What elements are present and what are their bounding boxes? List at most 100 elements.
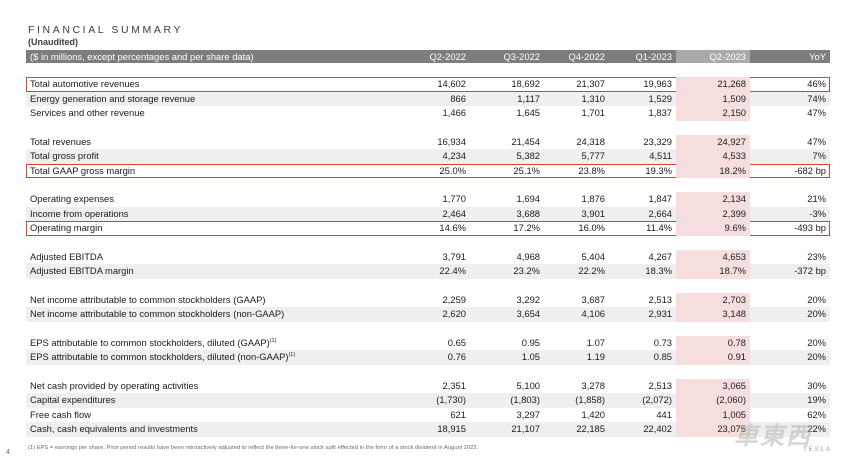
page-subtitle: (Unaudited) — [28, 37, 78, 47]
value-cell: 1,420 — [581, 408, 605, 420]
value-cell: 1,645 — [516, 107, 540, 118]
highlighted-table-row: Operating margin 14.6% 17.2% 16.0% 11.4% 9.6%… — [26, 221, 830, 236]
group-spacer — [26, 279, 830, 293]
table-row: Total revenues 16,934 21,454 24,318 23,329 24… — [26, 134, 830, 149]
value-cell: 1,509 — [722, 92, 746, 104]
group-spacer — [26, 178, 830, 192]
value-cell: 1,466 — [442, 107, 466, 118]
value-cell: (2,072) — [642, 394, 672, 405]
value-cell: 1,876 — [581, 193, 605, 204]
table-row: Free cash flow 621 3,297 1,420 441 1,005 62% — [26, 407, 830, 422]
value-cell: 14.6% — [439, 222, 466, 233]
value-cell: 3,292 — [516, 293, 540, 305]
value-cell: 4,653 — [722, 250, 746, 262]
value-cell: 0.65 — [447, 336, 466, 348]
value-cell: 1,701 — [581, 107, 605, 118]
table-row: Energy generation and storage revenue 866… — [26, 91, 830, 106]
page-number: 4 — [6, 449, 10, 456]
value-cell: 3,791 — [442, 250, 466, 262]
highlighted-table-row: Total GAAP gross margin 25.0% 25.1% 23.8% 19… — [26, 163, 830, 178]
value-cell: 18.7% — [719, 265, 746, 276]
footnote: (1) EPS = earnings per share. Prior peri… — [28, 445, 479, 451]
yoy-cell: -372 bp — [794, 265, 826, 276]
yoy-cell: 7% — [812, 150, 826, 161]
table-row: Operating expenses 1,770 1,694 1,876 1,847 2,… — [26, 192, 830, 207]
value-cell: 21,307 — [576, 78, 605, 89]
financial-summary-table: ($ in millions, except percentages and p… — [26, 50, 830, 437]
table-row: EPS attributable to common stockholders,… — [26, 350, 830, 365]
table-row: Total gross profit 4,234 5,382 5,777 4,511 4,… — [26, 149, 830, 164]
value-cell: 1,837 — [648, 107, 672, 118]
value-cell: 19.3% — [645, 164, 672, 176]
value-cell: (1,858) — [575, 394, 605, 405]
value-cell: 21,268 — [717, 78, 746, 89]
row-label: Net income attributable to common stockh… — [30, 308, 285, 319]
column-header: Q2-2023 — [709, 51, 746, 62]
value-cell: 2,513 — [648, 293, 672, 305]
yoy-cell: -682 bp — [794, 164, 826, 176]
table-row: Net income attributable to common stockh… — [26, 307, 830, 322]
row-label: Income from operations — [30, 207, 129, 219]
value-cell: 1.07 — [586, 336, 605, 348]
value-cell: 16.0% — [578, 222, 605, 233]
page-title: FINANCIAL SUMMARY — [28, 24, 184, 36]
value-cell: 9.6% — [724, 222, 746, 233]
value-cell: 5,777 — [581, 150, 605, 161]
table-row: EPS attributable to common stockholders,… — [26, 335, 830, 350]
table-row: Adjusted EBITDA 3,791 4,968 5,404 4,267 4,653… — [26, 249, 830, 264]
row-label: Energy generation and storage revenue — [30, 92, 196, 104]
value-cell: 2,703 — [722, 293, 746, 305]
value-cell: 3,687 — [581, 293, 605, 305]
value-cell: 3,688 — [516, 207, 540, 219]
value-cell: 2,513 — [648, 379, 672, 391]
yoy-cell: 46% — [807, 78, 826, 89]
row-label: Adjusted EBITDA margin — [30, 265, 134, 276]
value-cell: 0.78 — [727, 336, 746, 348]
footnote-marker: (1) — [288, 351, 296, 358]
value-cell: 22,185 — [576, 423, 605, 434]
watermark-logo: 車東西 — [734, 423, 812, 450]
value-cell: 18,692 — [511, 78, 540, 89]
value-cell: (1,730) — [436, 394, 466, 405]
row-label: Total GAAP gross margin — [30, 164, 136, 176]
column-header: Q1-2023 — [635, 51, 672, 62]
value-cell: 21,454 — [511, 135, 540, 147]
value-cell: 441 — [656, 408, 672, 420]
row-label: Total gross profit — [30, 150, 99, 161]
column-header: Q3-2022 — [503, 51, 540, 62]
value-cell: 1,770 — [442, 193, 466, 204]
value-cell: 0.95 — [521, 336, 540, 348]
value-cell: 0.76 — [447, 351, 466, 362]
row-label: Net cash provided by operating activitie… — [30, 379, 199, 391]
value-cell: 14,602 — [437, 78, 466, 89]
table-row: Adjusted EBITDA margin 22.4% 23.2% 22.2% 18.… — [26, 264, 830, 279]
value-cell: (1,803) — [510, 394, 540, 405]
value-cell: 4,533 — [722, 150, 746, 161]
value-cell: 2,399 — [722, 207, 746, 219]
yoy-cell: 20% — [807, 351, 826, 362]
value-cell: 1,694 — [516, 193, 540, 204]
yoy-cell: 74% — [807, 92, 826, 104]
group-spacer — [26, 121, 830, 135]
value-cell: 0.85 — [653, 351, 672, 362]
value-cell: 4,267 — [648, 250, 672, 262]
value-cell: 0.73 — [653, 336, 672, 348]
value-cell: 22.2% — [578, 265, 605, 276]
table-row: Income from operations 2,464 3,688 3,901 2,6… — [26, 206, 830, 221]
value-cell: 25.0% — [439, 164, 466, 176]
value-cell: (2,060) — [716, 394, 746, 405]
value-cell: 2,150 — [722, 107, 746, 118]
yoy-cell: 20% — [807, 336, 826, 348]
value-cell: 621 — [450, 408, 466, 420]
row-label: Total automotive revenues — [30, 78, 140, 89]
table-row: Cash, cash equivalents and investments 18… — [26, 422, 830, 437]
value-cell: 23,329 — [643, 135, 672, 147]
value-cell: 1,847 — [648, 193, 672, 204]
yoy-cell: -3% — [809, 207, 826, 219]
group-spacer — [26, 322, 830, 336]
value-cell: 3,065 — [722, 379, 746, 391]
value-cell: 2,134 — [722, 193, 746, 204]
value-cell: 1,310 — [581, 92, 605, 104]
value-cell: 19,963 — [643, 78, 672, 89]
table-row: Net cash provided by operating activitie… — [26, 378, 830, 393]
